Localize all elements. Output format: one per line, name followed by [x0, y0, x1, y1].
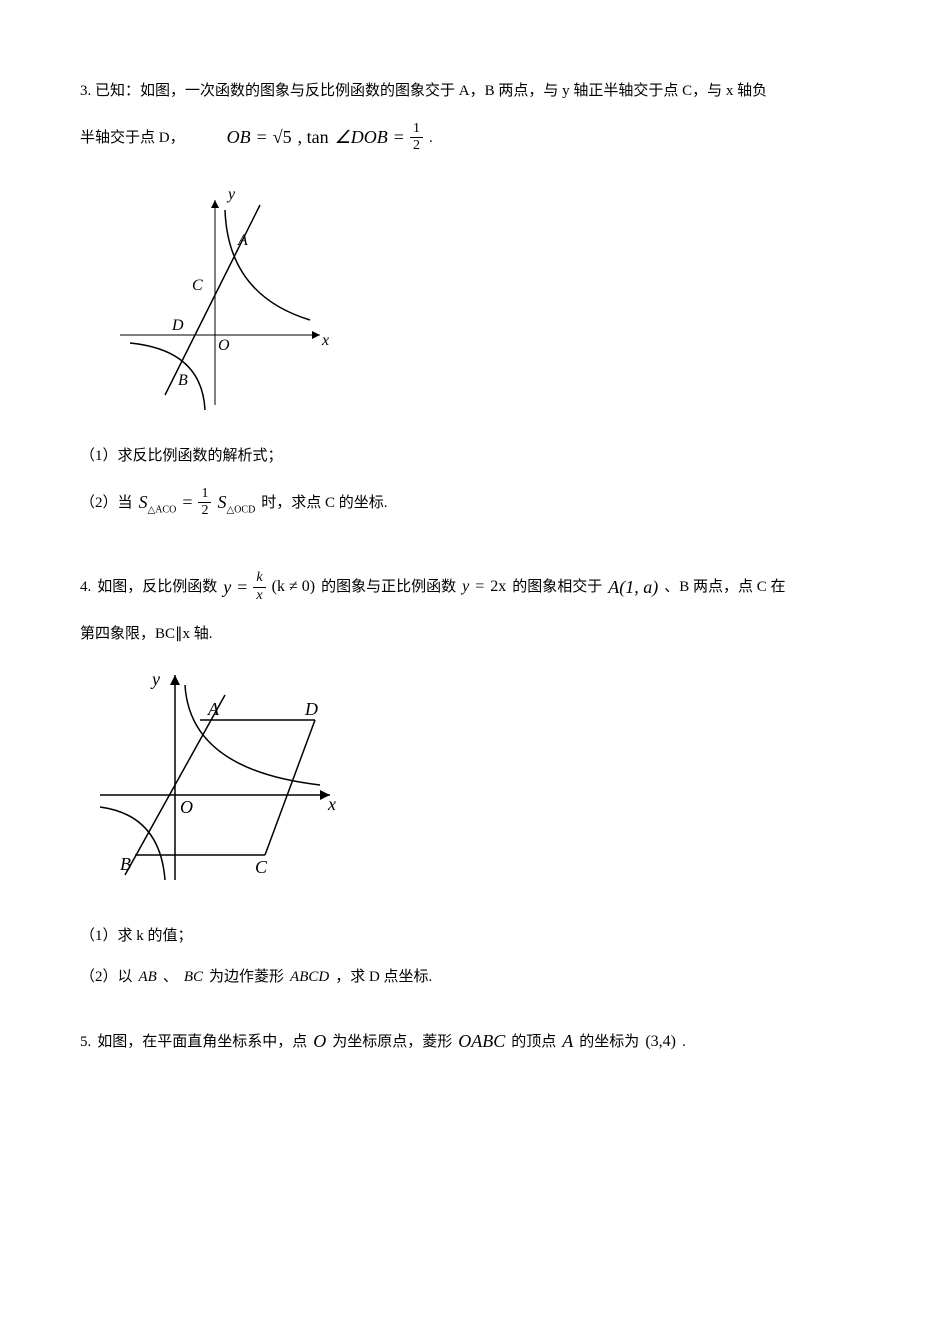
- label-y-4: y: [150, 669, 160, 689]
- p3-svg: y x O A C D B: [110, 185, 340, 415]
- p3-q2-frac: 1 2: [198, 486, 211, 521]
- p4-intro-suffix: 、B 两点，点 C 在: [664, 576, 785, 599]
- p3-q2-S1: S: [139, 492, 148, 512]
- p4-eq2: =: [475, 575, 484, 599]
- p3-q2-frac-num: 1: [198, 486, 211, 504]
- p4-intro-mid: 的图象与正比例函数: [321, 576, 456, 599]
- p4-pointA: A(1, a): [608, 574, 658, 601]
- p3-q2-eq: =: [182, 489, 192, 516]
- label-x-4: x: [327, 794, 336, 814]
- label-C: C: [192, 277, 203, 294]
- p3-angle: ∠DOB: [335, 124, 388, 151]
- problem-3: 3. 已知：如图，一次函数的图象与反比例函数的图象交于 A，B 两点，与 y 轴…: [80, 80, 870, 520]
- p3-q2-suffix: 时，求点 C 的坐标.: [261, 492, 387, 515]
- label-y: y: [226, 186, 236, 203]
- label-A-4: A: [207, 699, 220, 719]
- p3-figure: y x O A C D B: [110, 185, 870, 415]
- p3-OB: OB: [227, 124, 251, 151]
- y-arrow-4: [170, 675, 180, 685]
- p5-number: 5.: [80, 1031, 91, 1054]
- label-A: A: [237, 232, 248, 249]
- p5-period: .: [682, 1031, 686, 1054]
- hyperbola-q3: [130, 343, 205, 410]
- p4-q1: （1）求 k 的值；: [80, 925, 870, 948]
- p3-intro: 已知：如图，一次函数的图象与反比例函数的图象交于 A，B 两点，与 y 轴正半轴…: [95, 83, 767, 99]
- p5-A: A: [562, 1028, 573, 1055]
- p4-q2-mid: 为边作菱形: [209, 966, 284, 989]
- p5-intro-mid3: 的坐标为: [579, 1031, 639, 1054]
- p3-sep: , tan: [298, 124, 329, 151]
- p5-OABC: OABC: [458, 1028, 505, 1055]
- p4-q2: （2）以 AB 、 BC 为边作菱形 ABCD ，求 D 点坐标.: [80, 966, 870, 989]
- p4-q2-BC: BC: [184, 966, 203, 989]
- p3-sqrt5: √5: [273, 124, 292, 151]
- problem-5: 5. 如图，在平面直角坐标系中，点 O 为坐标原点，菱形 OABC 的顶点 A …: [80, 1028, 870, 1055]
- problem-4: 4. 如图，反比例函数 y = k x (k ≠ 0) 的图象与正比例函数 y …: [80, 570, 870, 988]
- p3-period: .: [429, 127, 433, 150]
- p4-q2-AB: AB: [139, 966, 157, 989]
- p4-rhs2: 2x: [490, 575, 506, 599]
- p4-eq: =: [237, 574, 247, 601]
- p4-cond: (k ≠ 0): [272, 575, 315, 599]
- p3-number: 3.: [80, 83, 91, 99]
- p4-svg: y x O A D B C: [90, 665, 350, 895]
- p5-intro-mid2: 的顶点: [511, 1031, 556, 1054]
- p4-q2-ABCD: ABCD: [290, 966, 329, 989]
- p3-q2-S2-sub: △OCD: [226, 504, 255, 515]
- p4-y2: y: [462, 575, 469, 599]
- p5-coord: (3,4): [645, 1030, 676, 1054]
- p3-q2: （2）当 S△ACO = 1 2 S△OCD 时，求点 C 的坐标.: [80, 486, 870, 521]
- p4-q2-suffix: ，求 D 点坐标.: [335, 966, 432, 989]
- label-O: O: [218, 337, 230, 354]
- hyp4-q3: [100, 807, 165, 880]
- label-x: x: [321, 332, 329, 349]
- p3-q1: （1）求反比例函数的解析式；: [80, 445, 870, 468]
- p4-q2-prefix: （2）以: [80, 966, 133, 989]
- y-arrow: [211, 200, 219, 208]
- p4-intro-mid2: 的图象相交于: [512, 576, 602, 599]
- p3-intro2-prefix: 半轴交于点 D，: [80, 127, 185, 150]
- p3-frac-num: 1: [410, 121, 423, 139]
- page-container: 3. 已知：如图，一次函数的图象与反比例函数的图象交于 A，B 两点，与 y 轴…: [0, 0, 950, 1125]
- line-CD: [265, 720, 315, 855]
- p3-eq2: =: [394, 124, 404, 151]
- p4-line2: 第四象限，BC∥x 轴.: [80, 623, 870, 646]
- hyp4-q1: [185, 685, 320, 785]
- p4-number: 4.: [80, 576, 91, 599]
- p3-q2-frac-den: 2: [198, 503, 211, 520]
- hyperbola-q1: [225, 210, 310, 320]
- p4-q2-sep1: 、: [163, 966, 178, 989]
- p4-y: y: [223, 574, 231, 601]
- label-B: B: [178, 372, 188, 389]
- p5-O: O: [313, 1028, 326, 1055]
- p4-figure: y x O A D B C: [90, 665, 870, 895]
- label-C-4: C: [255, 857, 268, 877]
- p3-line1: 3. 已知：如图，一次函数的图象与反比例函数的图象交于 A，B 两点，与 y 轴…: [80, 80, 870, 103]
- p4-frac-num: k: [253, 570, 265, 588]
- p3-eq1: =: [257, 124, 267, 151]
- p5-intro-prefix: 如图，在平面直角坐标系中，点: [97, 1031, 307, 1054]
- p3-q2-prefix: （2）当: [80, 492, 133, 515]
- label-D-4: D: [304, 699, 318, 719]
- p3-line2: 半轴交于点 D， OB = √5 , tan ∠DOB = 1 2 .: [80, 121, 870, 156]
- x-arrow: [312, 331, 320, 339]
- p3-frac-den: 2: [410, 138, 423, 155]
- label-B-4: B: [120, 854, 131, 874]
- p4-frac-den: x: [253, 588, 265, 605]
- p5-intro-mid1: 为坐标原点，菱形: [332, 1031, 452, 1054]
- p4-frac: k x: [253, 570, 265, 605]
- p4-intro-prefix: 如图，反比例函数: [97, 576, 217, 599]
- p3-q2-S1-sub: △ACO: [148, 504, 177, 515]
- p4-line1: 4. 如图，反比例函数 y = k x (k ≠ 0) 的图象与正比例函数 y …: [80, 570, 870, 605]
- label-D: D: [171, 317, 184, 334]
- p5-line1: 5. 如图，在平面直角坐标系中，点 O 为坐标原点，菱形 OABC 的顶点 A …: [80, 1028, 870, 1055]
- label-O-4: O: [180, 797, 193, 817]
- p3-frac: 1 2: [410, 121, 423, 156]
